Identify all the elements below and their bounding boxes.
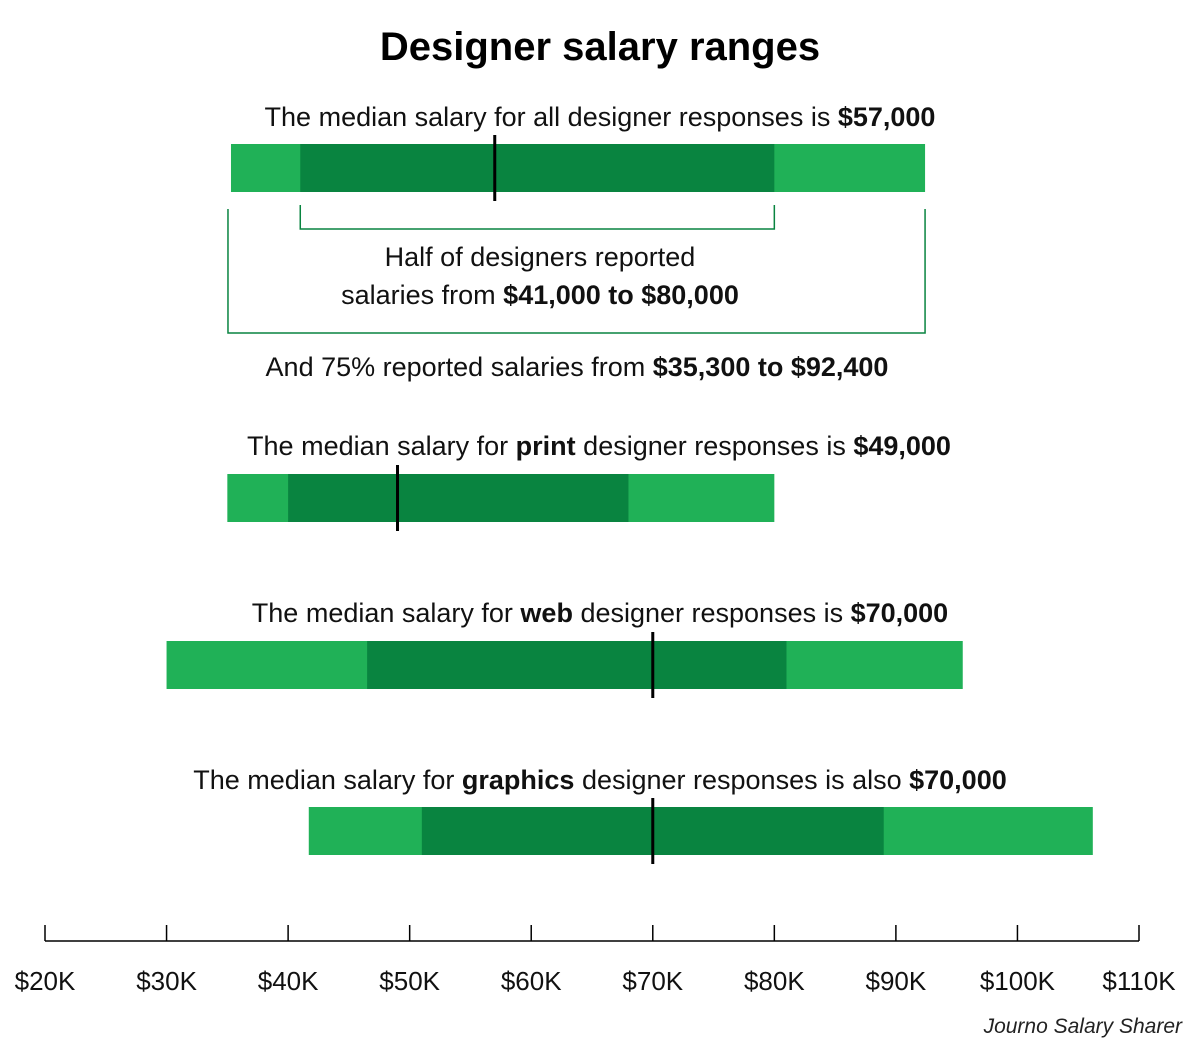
note-web-median: $70,000 — [851, 598, 949, 628]
note-graphics-median: $70,000 — [909, 765, 1007, 795]
range-bar-graphics — [308, 798, 1093, 864]
half-note-range: $41,000 to $80,000 — [503, 280, 739, 310]
note-graphics-category: graphics — [462, 765, 575, 795]
note-all-text: The median salary for all designer respo… — [265, 102, 838, 132]
note-graphics: The median salary for graphics designer … — [193, 765, 1006, 795]
seventyfive-note-range: $35,300 to $92,400 — [653, 352, 889, 382]
range-bar-web-inner — [367, 641, 787, 689]
note-web: The median salary for web designer respo… — [252, 598, 948, 628]
seventyfive-range-bracket — [227, 209, 926, 334]
seventyfive-note-text: And 75% reported salaries from — [266, 352, 653, 382]
note-print-category: print — [516, 431, 576, 461]
note-web-pre: The median salary for — [252, 598, 521, 628]
note-web-post: designer responses is — [573, 598, 851, 628]
x-axis: $20K $30K $40K $50K $60K $70K $80K $90K $100K $11… — [15, 925, 1176, 996]
range-bar-all — [230, 135, 926, 201]
x-tick-label: $60K — [501, 966, 562, 996]
x-tick-label: $50K — [379, 966, 440, 996]
credit-text: Journo Salary Sharer — [983, 1015, 1183, 1038]
x-tick-label: $90K — [866, 966, 927, 996]
x-tick-label: $80K — [744, 966, 805, 996]
range-bar-print-inner — [288, 474, 629, 522]
x-tick-label: $20K — [15, 966, 76, 996]
note-all: The median salary for all designer respo… — [265, 102, 936, 132]
note-web-category: web — [519, 598, 573, 628]
chart-title: Designer salary ranges — [380, 25, 820, 69]
x-tick-label: $40K — [258, 966, 319, 996]
note-print: The median salary for print designer res… — [247, 431, 951, 461]
note-print-median: $49,000 — [853, 431, 951, 461]
range-bar-web — [166, 632, 963, 698]
seventyfive-note: And 75% reported salaries from $35,300 t… — [266, 352, 889, 382]
x-tick-label: $110K — [1102, 966, 1176, 996]
x-tick-label: $70K — [622, 966, 683, 996]
note-all-median: $57,000 — [838, 102, 936, 132]
half-range-bracket — [299, 205, 776, 230]
x-tick-label: $30K — [136, 966, 197, 996]
range-bar-all-inner — [300, 144, 775, 192]
note-print-pre: The median salary for — [247, 431, 516, 461]
half-note-line2: salaries from $41,000 to $80,000 — [341, 280, 739, 310]
half-note-text: salaries from — [341, 280, 503, 310]
note-graphics-post: designer responses is also — [574, 765, 909, 795]
note-graphics-pre: The median salary for — [193, 765, 462, 795]
note-print-post: designer responses is — [576, 431, 854, 461]
x-tick-label: $100K — [980, 966, 1056, 996]
half-note-line1: Half of designers reported — [385, 242, 696, 272]
range-bar-print — [227, 465, 775, 531]
